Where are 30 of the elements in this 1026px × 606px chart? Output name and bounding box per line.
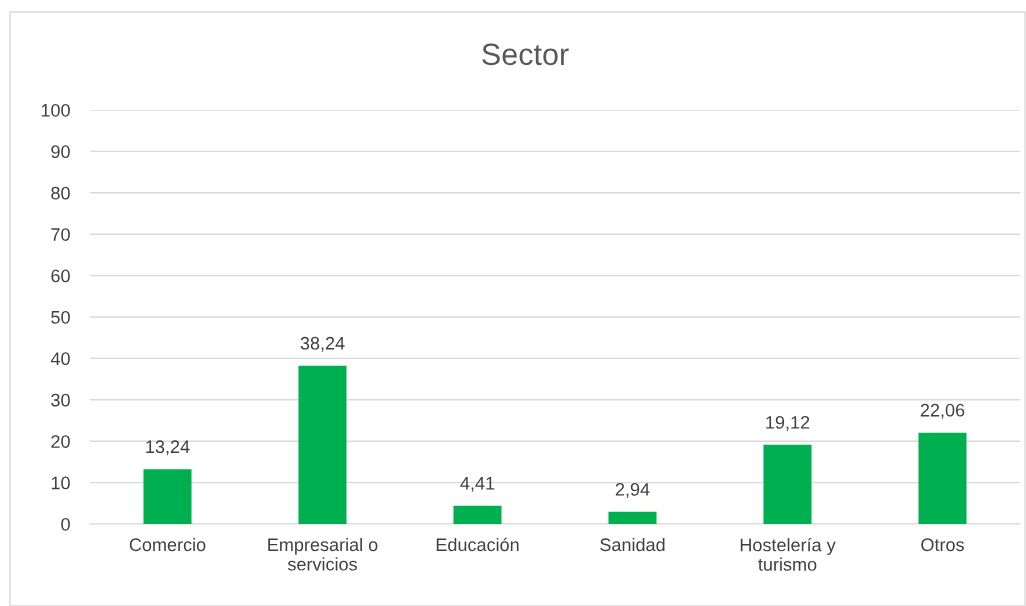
data-label: 19,12	[766, 415, 810, 431]
y-tick-label: 80	[51, 186, 70, 200]
data-label: 13,24	[146, 440, 190, 456]
y-tick-label: 70	[51, 228, 70, 241]
y-tick-label: 10	[51, 476, 70, 490]
bar	[453, 505, 502, 524]
x-tick-label: Empresarial o servicios	[268, 537, 378, 571]
y-tick-label: 0	[61, 517, 70, 531]
bar	[608, 511, 657, 524]
data-label: 22,06	[920, 403, 965, 419]
bar	[918, 432, 967, 524]
x-tick-label: Hostelería y turismo	[740, 537, 836, 571]
data-label: 2,94	[615, 482, 650, 498]
y-tick-label: 50	[51, 310, 70, 324]
x-tick-label: Otros	[921, 538, 964, 552]
data-label: 38,24	[300, 336, 345, 352]
x-tick-label: Sanidad	[600, 537, 665, 552]
y-tick-label: 40	[50, 352, 70, 366]
data-label: 4,41	[460, 477, 495, 492]
y-tick-label: 60	[51, 269, 70, 283]
y-tick-label: 100	[41, 103, 70, 117]
bar	[763, 444, 812, 524]
bar	[143, 469, 192, 524]
y-tick-label: 20	[51, 435, 70, 448]
x-tick-label: Comercio	[129, 537, 206, 552]
y-tick-label: 90	[51, 145, 70, 159]
y-tick-label: 30	[51, 393, 70, 407]
x-tick-label: Educación	[436, 537, 519, 552]
bar	[298, 365, 347, 524]
chart-title: Sector	[482, 43, 569, 66]
